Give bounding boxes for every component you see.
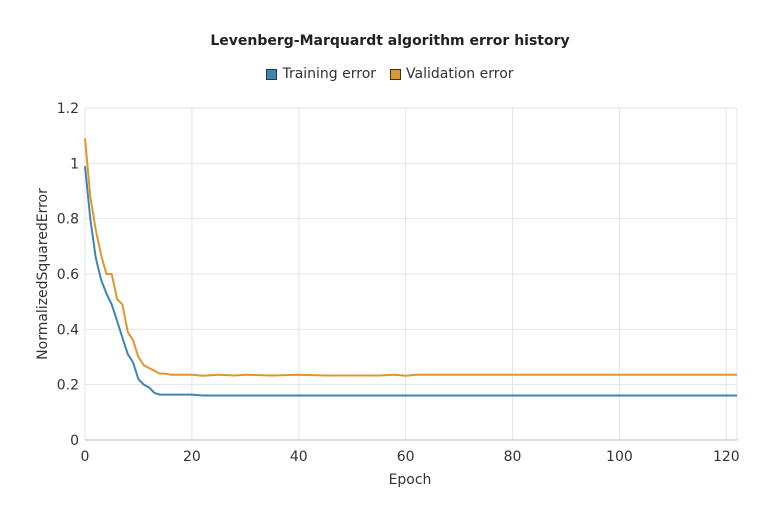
series-lines [84,138,737,397]
series-line-training [84,165,737,397]
x-tick-label: 80 [504,449,522,465]
y-tick-label: 1 [70,156,79,172]
x-tick-label: 40 [290,449,308,465]
legend-label-training: Training error [282,66,377,82]
y-tick-labels: 0 0.2 0.4 0.6 0.8 1 1.2 [57,101,79,449]
series-line-validation [84,138,737,377]
y-tick-label: 1.2 [57,101,79,117]
x-tick-label: 20 [183,449,201,465]
legend-swatch-training [266,68,278,80]
legend-item-validation[interactable]: Validation error [390,66,514,82]
y-tick-label: 0.8 [57,212,79,228]
x-tick-label: 0 [81,449,90,465]
y-axis-label: NormalizedSquaredError [35,188,51,360]
legend-item-training[interactable]: Training error [266,66,376,82]
grid [84,107,738,441]
x-tick-label: 100 [606,449,633,465]
y-tick-label: 0 [70,433,79,449]
x-tick-labels: 0 20 40 60 80 100 120 [81,449,740,465]
x-tick-label: 60 [397,449,415,465]
y-tick-label: 0.2 [57,378,79,394]
legend: Training error Validation error [0,66,780,82]
chart-title: Levenberg-Marquardt algorithm error hist… [210,33,570,49]
x-axis-label: Epoch [389,472,432,488]
legend-label-validation: Validation error [406,66,514,82]
legend-swatch-validation [390,68,402,80]
y-tick-label: 0.4 [57,322,79,338]
x-tick-label: 120 [713,449,740,465]
y-tick-label: 0.6 [57,267,79,283]
